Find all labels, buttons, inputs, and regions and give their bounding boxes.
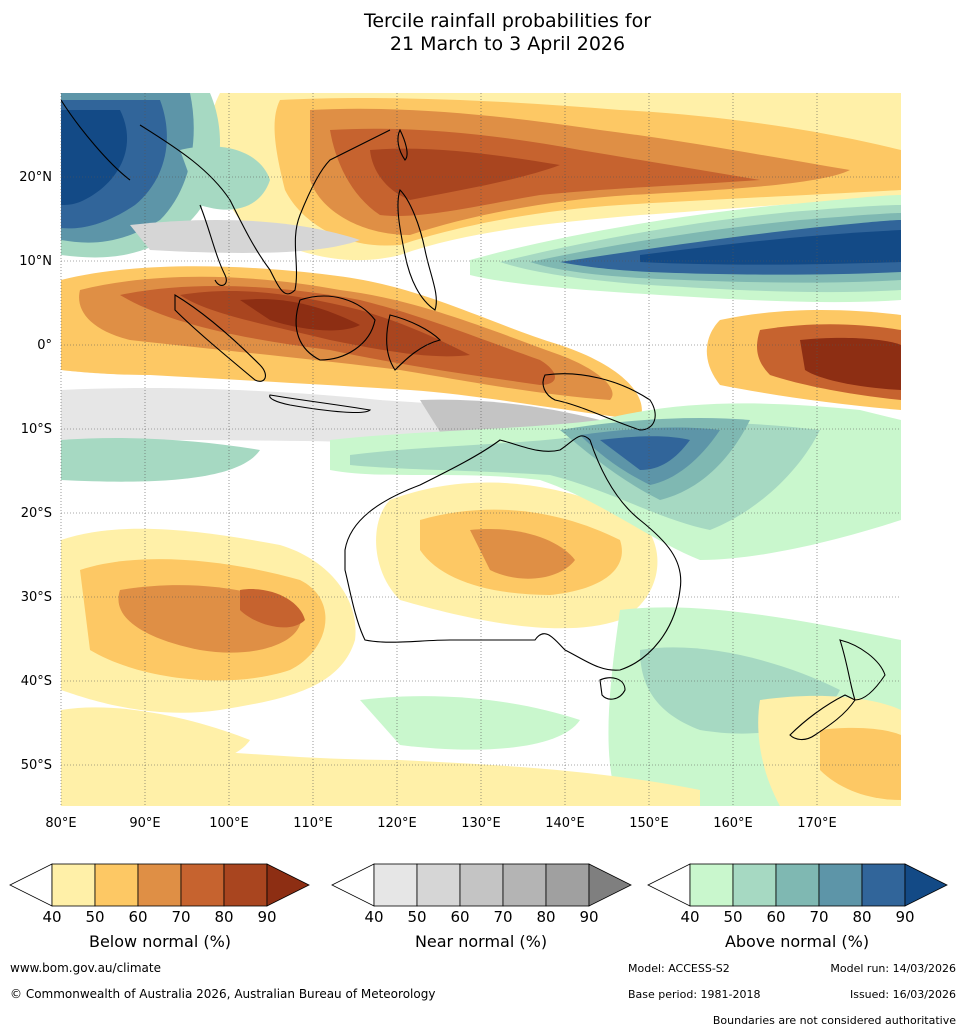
- colorbar-tick-label: 60: [450, 908, 469, 925]
- tasmania-coast: [599, 677, 626, 700]
- colorbar-tick-label: 40: [42, 908, 61, 925]
- colorbar-tick-label: 90: [257, 908, 276, 925]
- coastlines: [61, 99, 886, 741]
- colorbar-1: 40 50 60 70 80 90: [331, 863, 632, 925]
- lon-label: 110°E: [293, 816, 333, 831]
- near-normal-label: Near normal (%): [414, 932, 548, 951]
- rainfall-probability-map: 80°E 90°E 100°E 110°E 120°E 130°E 140°E …: [19, 93, 901, 831]
- colorbar-max-extension: [588, 863, 632, 907]
- colorbar-min-extension: [331, 863, 375, 907]
- colorbar-segment: [459, 863, 504, 907]
- colorbar-min-extension: [9, 863, 53, 907]
- footer-model: Model: ACCESS-S2: [628, 962, 730, 975]
- lon-label: 160°E: [713, 816, 753, 831]
- lon-label: 140°E: [545, 816, 585, 831]
- colorbar-tick-label: 50: [85, 908, 104, 925]
- borneo-coast: [295, 295, 376, 361]
- title-line-1: Tercile rainfall probabilities for: [363, 10, 652, 32]
- colorbar-segment: [818, 863, 863, 907]
- above-normal-label: Above normal (%): [724, 932, 870, 951]
- colorbar-2: 40 50 60 70 80 90: [647, 863, 948, 925]
- java-coast: [269, 394, 372, 413]
- lat-label: 30°S: [21, 590, 52, 605]
- longitude-labels: 80°E 90°E 100°E 110°E 120°E 130°E 140°E …: [45, 816, 836, 831]
- colorbar-segment: [51, 863, 96, 907]
- lon-label: 80°E: [45, 816, 76, 831]
- colorbar-segment: [545, 863, 590, 907]
- colorbar-tick-label: 80: [214, 908, 233, 925]
- colorbar-max-extension: [266, 863, 310, 907]
- colorbar-tick-label: 70: [809, 908, 828, 925]
- colorbar-segment: [775, 863, 820, 907]
- footer-url[interactable]: www.bom.gov.au/climate: [10, 961, 161, 975]
- colorbar-tick-label: 40: [680, 908, 699, 925]
- lat-label: 10°S: [21, 422, 52, 437]
- lon-label: 130°E: [461, 816, 501, 831]
- colorbar-segment: [689, 863, 734, 907]
- sumatra-coast: [174, 294, 266, 382]
- grid-lines: [60, 93, 901, 806]
- colorbar-max-extension: [904, 863, 948, 907]
- new-guinea-coast: [542, 373, 656, 431]
- lat-label: 40°S: [21, 674, 52, 689]
- colorbar-tick-label: 60: [766, 908, 785, 925]
- footer-disclaimer: Boundaries are not considered authoritat…: [712, 1014, 956, 1027]
- footer-copyright: © Commonwealth of Australia 2026, Austra…: [10, 987, 436, 1001]
- map-title: Tercile rainfall probabilities for 21 Ma…: [0, 10, 965, 56]
- lon-label: 100°E: [209, 816, 249, 831]
- colorbar-tick-label: 90: [895, 908, 914, 925]
- nz-north-island: [839, 639, 886, 701]
- colorbar-segment: [137, 863, 182, 907]
- nz-south-island: [789, 694, 856, 741]
- australia-coast: [344, 435, 682, 671]
- lon-label: 170°E: [797, 816, 837, 831]
- lat-label: 20°S: [21, 506, 52, 521]
- footer-model-run: Model run: 14/03/2026: [830, 962, 956, 975]
- colorbar-segment: [180, 863, 225, 907]
- footer-issued: Issued: 16/03/2026: [849, 988, 956, 1001]
- colorbar-segment: [502, 863, 547, 907]
- colorbar-tick-label: 40: [364, 908, 383, 925]
- philippines-coast: [397, 188, 437, 311]
- colorbar-tick-label: 70: [493, 908, 512, 925]
- colorbar-segment: [94, 863, 139, 907]
- sulawesi-coast: [386, 314, 442, 371]
- colorbar-0: 40 50 60 70 80 90: [9, 863, 310, 925]
- colorbar-tick-label: 70: [171, 908, 190, 925]
- taiwan-coast: [397, 128, 408, 161]
- lon-label: 120°E: [377, 816, 417, 831]
- below-normal-label: Below normal (%): [88, 932, 232, 951]
- malay-peninsula-coast: [199, 204, 227, 286]
- footer-base-period: Base period: 1981-2018: [628, 988, 761, 1001]
- colorbar-tick-label: 60: [128, 908, 147, 925]
- colorbar-tick-label: 50: [723, 908, 742, 925]
- colorbar-segment: [373, 863, 418, 907]
- colorbar-segment: [732, 863, 777, 907]
- lat-label: 50°S: [21, 758, 52, 773]
- colorbar-segment: [861, 863, 906, 907]
- lon-label: 150°E: [629, 816, 669, 831]
- colorbar-segment: [223, 863, 268, 907]
- colorbars: 40 50 60 70 80 90 40 50 60 70 80 90 40 50 60 70 80 90: [9, 863, 948, 925]
- lat-label: 10°N: [19, 254, 52, 269]
- latitude-labels: 20°N 10°N 0° 10°S 20°S 30°S 40°S 50°S: [19, 170, 52, 773]
- lat-label: 20°N: [19, 170, 52, 185]
- colorbar-tick-label: 80: [852, 908, 871, 925]
- mainland-se-asia-coast: [139, 124, 391, 295]
- colorbar-tick-label: 80: [536, 908, 555, 925]
- title-line-2: 21 March to 3 April 2026: [389, 33, 626, 55]
- colorbar-segment: [416, 863, 461, 907]
- india-east-coast: [61, 99, 131, 181]
- lon-label: 90°E: [129, 816, 160, 831]
- colorbar-min-extension: [647, 863, 691, 907]
- lat-label: 0°: [37, 338, 52, 353]
- colorbar-tick-label: 50: [407, 908, 426, 925]
- colorbar-tick-label: 90: [579, 908, 598, 925]
